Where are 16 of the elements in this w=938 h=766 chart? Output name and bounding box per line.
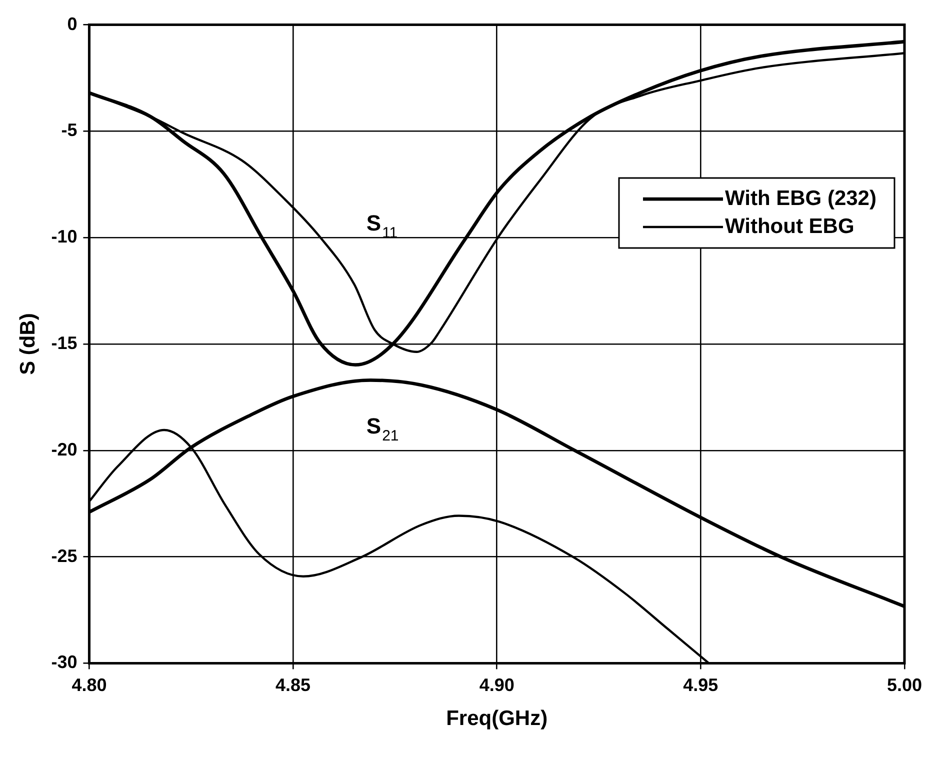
x-tick-label: 4.80 <box>72 674 107 695</box>
x-tick-label: 4.95 <box>683 674 718 695</box>
y-tick-label: -30 <box>51 652 78 672</box>
y-tick-label: -10 <box>51 226 78 247</box>
y-tick-label: 0 <box>67 14 78 34</box>
legend-label: Without EBG <box>724 214 854 238</box>
x-axis-title: Freq(GHz) <box>446 707 548 730</box>
y-tick-label: -15 <box>51 332 78 353</box>
legend-label: With EBG (232) <box>724 186 876 210</box>
y-tick-label: -25 <box>51 546 78 566</box>
y-axis-title: S (dB) <box>16 313 40 375</box>
x-tick-label: 5.00 <box>886 674 922 695</box>
x-tick-label: 4.90 <box>479 674 514 695</box>
y-tick-label: -20 <box>51 439 78 460</box>
x-tick-label: 4.85 <box>276 674 311 695</box>
y-tick-label: -5 <box>61 120 78 140</box>
